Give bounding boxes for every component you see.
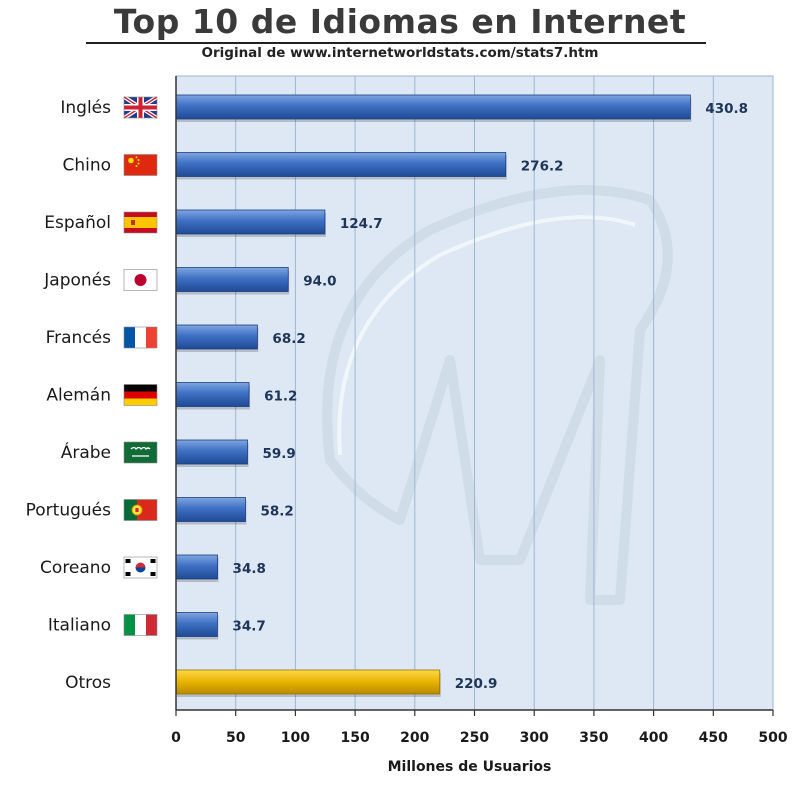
x-tick-label: 100 xyxy=(281,730,310,746)
x-tick-label: 350 xyxy=(579,730,608,746)
portugal-flag-icon xyxy=(123,499,158,521)
x-tick-label: 450 xyxy=(699,730,728,746)
watermark-logo xyxy=(322,185,673,605)
bars-group xyxy=(175,94,692,697)
value-label: 34.7 xyxy=(232,619,265,635)
bar-9 xyxy=(175,612,218,637)
value-label: 68.2 xyxy=(272,331,305,347)
value-label: 58.2 xyxy=(260,504,293,520)
labels-group: 430.8 Inglés 276.2 Chino 124.7 Español 94.0 Jap… xyxy=(26,95,748,693)
value-label: 59.9 xyxy=(263,446,296,462)
x-tick-label: 150 xyxy=(340,730,369,746)
category-label: Árabe xyxy=(61,441,111,463)
france-flag-icon xyxy=(123,326,158,349)
uk-flag-icon xyxy=(122,95,159,120)
category-label: Coreano xyxy=(40,558,111,578)
category-label: Español xyxy=(44,213,111,233)
category-label: Italiano xyxy=(48,616,111,636)
x-axis-title: Millones de Usuarios xyxy=(388,759,552,775)
china-flag-icon xyxy=(123,154,158,176)
value-label: 124.7 xyxy=(340,216,383,232)
chart-title: Top 10 de Idiomas en Internet xyxy=(113,2,687,41)
watermark-highlight xyxy=(337,215,636,456)
x-tick-label: 300 xyxy=(520,730,549,746)
value-label: 220.9 xyxy=(455,676,498,692)
category-label: Inglés xyxy=(60,98,111,118)
value-label: 430.8 xyxy=(705,101,748,117)
bar-8 xyxy=(175,554,218,580)
bar-3 xyxy=(175,267,289,292)
saudi-arabia-flag-icon xyxy=(123,441,158,464)
bar-7 xyxy=(175,497,246,522)
bar-4 xyxy=(175,324,258,350)
category-label: Japonés xyxy=(43,271,111,291)
bar-1 xyxy=(175,152,507,177)
value-label: 61.2 xyxy=(264,389,297,405)
bar-10 xyxy=(175,669,441,695)
category-label: Alemán xyxy=(46,386,111,406)
value-label: 276.2 xyxy=(521,159,564,175)
x-tick-label: 500 xyxy=(758,730,787,746)
category-label: Chino xyxy=(62,156,111,176)
x-tick-label: 400 xyxy=(639,730,668,746)
x-tick-label: 250 xyxy=(460,730,489,746)
category-label: Portugués xyxy=(26,501,112,521)
axes-group: 0 50 100 150 200 250 300 350 400 450 500 xyxy=(171,76,788,746)
value-label: 94.0 xyxy=(303,274,336,290)
bar-0 xyxy=(175,94,691,120)
watermark-outline xyxy=(322,185,673,605)
germany-flag-icon xyxy=(123,384,158,406)
title-underline xyxy=(86,42,706,44)
chart-subtitle: Original de www.internetworldstats.com/s… xyxy=(201,45,599,61)
x-tick-label: 50 xyxy=(226,730,246,746)
japan-flag-icon xyxy=(123,269,158,291)
value-label: 34.8 xyxy=(233,561,266,577)
x-tick-label: 0 xyxy=(171,730,181,746)
bar-6 xyxy=(175,439,248,465)
category-label: Otros xyxy=(65,673,111,693)
spain-flag-icon xyxy=(123,211,158,234)
bar-5 xyxy=(175,382,250,407)
x-tick-label: 200 xyxy=(400,730,429,746)
south-korea-flag-icon xyxy=(123,556,158,579)
italy-flag-icon xyxy=(123,614,158,636)
category-label: Francés xyxy=(46,328,112,348)
bar-2 xyxy=(175,209,326,235)
